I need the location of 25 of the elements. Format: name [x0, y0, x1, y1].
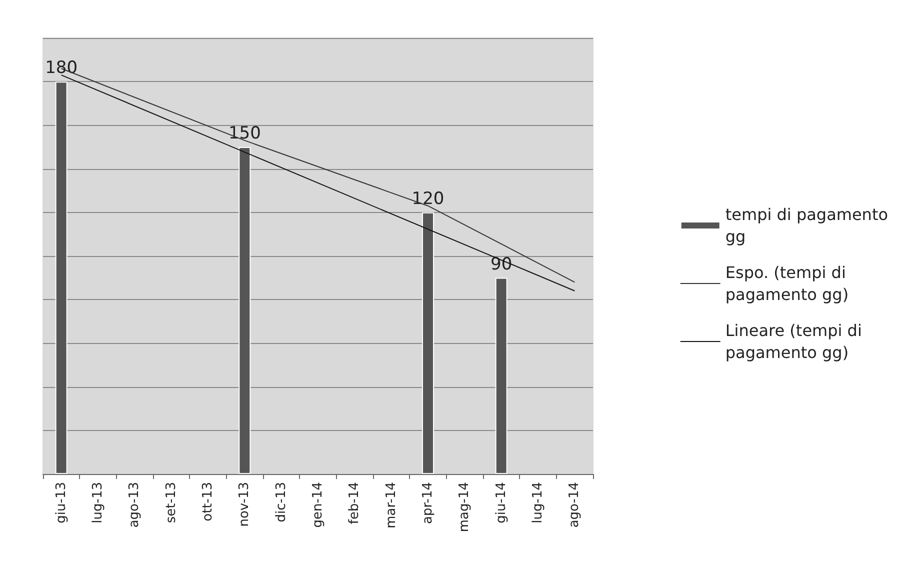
bar [238, 147, 251, 474]
x-tick-label: dic-13 [274, 482, 289, 522]
x-tick-label: giu-14 [494, 482, 509, 524]
bar [55, 82, 68, 474]
x-tick-label: gen-14 [310, 482, 326, 528]
x-tick-label: set-13 [164, 482, 179, 524]
x-tick-label: ott-13 [200, 482, 216, 522]
data-label: 150 [228, 124, 261, 144]
bar [422, 212, 434, 474]
x-tick-label: mag-14 [457, 482, 472, 532]
legend-label: Espo. (tempi di pagamento gg) [725, 263, 849, 304]
x-tick-label: feb-14 [347, 482, 362, 524]
x-tick-label: giu-13 [54, 482, 69, 524]
x-tick-label: nov-13 [237, 482, 252, 527]
x-tick-label: ago-13 [127, 482, 142, 528]
data-label: 120 [412, 188, 444, 209]
legend-label: Lineare (tempi di pagamento gg) [725, 321, 862, 362]
x-tick-label: lug-13 [90, 482, 106, 524]
bar [495, 278, 508, 474]
x-tick-label: apr-14 [420, 482, 436, 524]
data-label: 180 [45, 58, 78, 78]
x-tick-label: mar-14 [384, 482, 399, 528]
x-tick-label: lug-14 [530, 482, 546, 524]
legend-label: tempi di pagamento gg [725, 205, 888, 246]
x-tick-label: ago-14 [567, 482, 582, 528]
